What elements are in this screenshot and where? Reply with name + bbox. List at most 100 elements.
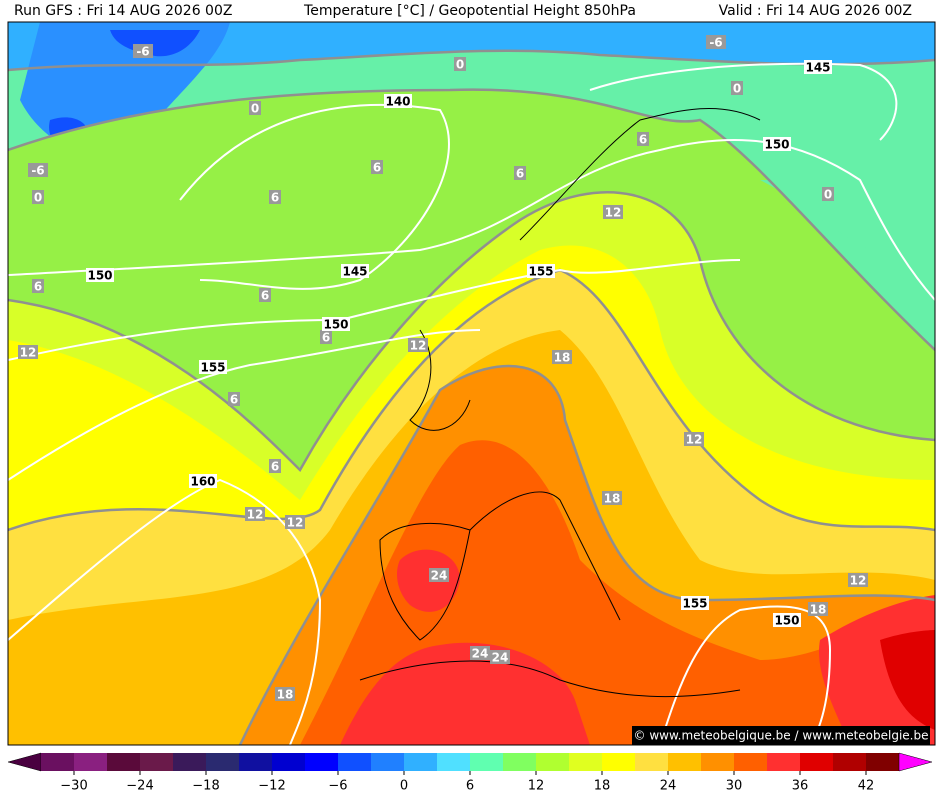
isotherm-label: 0 <box>34 191 42 205</box>
cool-pocket <box>760 180 935 300</box>
isotherm-label: 6 <box>639 133 647 147</box>
run-info: Run GFS : Fri 14 AUG 2026 00Z <box>14 3 232 19</box>
isotherm-label-box <box>706 35 726 49</box>
height-label: 160 <box>190 475 215 489</box>
colorbar-end <box>898 752 933 772</box>
colorbar-swatch <box>173 753 207 771</box>
colorbar-swatch <box>239 753 273 771</box>
isotherm-label-box <box>731 81 743 95</box>
isotherm-label: 12 <box>247 508 264 522</box>
colorbar-swatch <box>800 753 834 771</box>
isotherm-label: 0 <box>824 188 832 202</box>
isotherm-label-box <box>32 279 44 293</box>
isotherm-label-box <box>32 190 44 204</box>
isotherm-label: 6 <box>322 331 330 345</box>
isotherm-label: 18 <box>554 351 571 365</box>
height-label: 155 <box>200 361 225 375</box>
map-frame <box>7 21 936 746</box>
colorbar-label: 42 <box>858 779 875 794</box>
isotherm-label-box <box>808 602 828 616</box>
credit: © www.meteobelgique.be / www.meteobelgie… <box>634 729 929 743</box>
colorbar-swatch <box>41 753 75 771</box>
scorching-area <box>340 549 935 745</box>
isotherm-label-box <box>18 345 38 359</box>
isotherm-label-box <box>514 166 526 180</box>
isotherm-label-box <box>249 101 261 115</box>
isotherm-label-box <box>259 288 271 302</box>
map: -6 -6 0 0 -6 0 0 6 6 6 6 0 12 6 6 6 12 12 18 6 12 6 18 12 12 24 12… <box>7 21 936 746</box>
colorbar-label: 12 <box>528 779 545 794</box>
coastlines <box>359 107 761 698</box>
isotherm-label: 12 <box>287 516 304 530</box>
isotherm-label: -6 <box>31 164 44 178</box>
isotherm-label-box <box>320 330 332 344</box>
isotherm-label-box <box>822 187 834 201</box>
colorbar-swatch <box>371 753 405 771</box>
peak-area <box>880 630 935 730</box>
colorbar-swatch <box>767 753 801 771</box>
isotherm-label-box <box>408 338 428 352</box>
credit-box <box>632 726 930 745</box>
colorbar-swatch <box>140 753 174 771</box>
colorbar-swatch <box>536 753 570 771</box>
isotherm-label: 12 <box>605 206 622 220</box>
isotherm-label: 12 <box>850 574 867 588</box>
isotherm-label: 6 <box>271 191 279 205</box>
colorbar-label: −18 <box>192 779 219 794</box>
colorbar-swatch <box>404 753 438 771</box>
height-label: 155 <box>682 597 707 611</box>
isotherm-label: 24 <box>431 569 448 583</box>
isotherm-label-box <box>285 515 305 529</box>
colorbar-swatch <box>470 753 504 771</box>
map-title: Temperature [°C] / Geopotential Height 8… <box>303 3 636 19</box>
isotherm-label-box <box>848 573 868 587</box>
isotherm-label: 12 <box>20 346 37 360</box>
isotherm-label-box <box>275 687 295 701</box>
isotherm-label: 6 <box>261 289 269 303</box>
height-label: 150 <box>774 614 799 628</box>
isotherm-label: 0 <box>456 58 464 72</box>
isotherm-label: 6 <box>230 393 238 407</box>
height-label-box <box>384 94 412 108</box>
colorbar-label: 30 <box>726 779 743 794</box>
isotherm-label: 24 <box>492 651 509 665</box>
height-label: 140 <box>385 95 410 109</box>
isotherm-label-box <box>490 650 510 664</box>
height-label-box <box>804 60 832 74</box>
isotherm-label: 12 <box>686 433 703 447</box>
colorbar-label: 24 <box>660 779 677 794</box>
isotherm-label-box <box>269 190 281 204</box>
isotherm-label-box <box>371 160 383 174</box>
isotherm-label-box <box>133 44 153 58</box>
colorbar-label: −30 <box>60 779 87 794</box>
colorbar-swatch <box>74 753 108 771</box>
isotherm-label-box <box>245 507 265 521</box>
isotherm-label: 24 <box>472 647 489 661</box>
height-label-box <box>189 474 217 488</box>
colorbar-swatch <box>833 753 867 771</box>
valid-info: Valid : Fri 14 AUG 2026 00Z <box>719 3 912 19</box>
colorbar-swatch <box>866 753 900 771</box>
colorbar-label: −12 <box>258 779 285 794</box>
height-label: 150 <box>764 138 789 152</box>
isotherm-label: 6 <box>373 161 381 175</box>
height-label-box <box>341 264 369 278</box>
colorbar-swatch <box>107 753 141 771</box>
isotherm-label: 18 <box>604 492 621 506</box>
colorbar-swatch <box>569 753 603 771</box>
colorbar-swatch <box>503 753 537 771</box>
colorbar-swatch <box>437 753 471 771</box>
height-label-box <box>322 317 350 331</box>
isotherm-label-box <box>470 646 490 660</box>
isotherm-label-box <box>603 205 623 219</box>
colorbar-label: −6 <box>328 779 347 794</box>
height-label-box <box>681 596 709 610</box>
cold-band <box>8 22 935 70</box>
colorbar-label: −24 <box>126 779 153 794</box>
isotherm-label: -6 <box>136 45 149 59</box>
colorbar-swatch <box>734 753 768 771</box>
isotherm-label-box <box>228 392 240 406</box>
isotherm-label: 6 <box>271 460 279 474</box>
height-label-box <box>199 360 227 374</box>
colorbar-swatch <box>635 753 669 771</box>
